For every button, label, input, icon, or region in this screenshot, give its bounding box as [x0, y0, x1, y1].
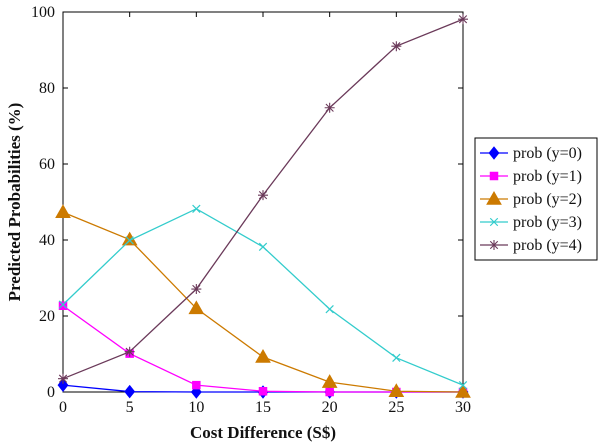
data-point: [58, 301, 68, 310]
data-point: [458, 380, 468, 390]
data-point: [321, 374, 338, 388]
legend-label: prob (y=4): [513, 237, 582, 254]
data-point: [324, 102, 335, 113]
series-4: [58, 14, 468, 384]
legend-item: prob (y=1): [480, 168, 582, 185]
series-layer: [55, 14, 471, 399]
legend-marker: [489, 171, 499, 181]
x-axis-label: Cost Difference (S$): [190, 423, 336, 442]
x-tick-label: 0: [59, 399, 67, 416]
data-point: [325, 387, 334, 397]
data-point: [58, 373, 68, 384]
legend-marker: [488, 146, 500, 160]
y-tick-label: 60: [39, 156, 55, 173]
data-point: [391, 41, 402, 52]
y-axis-label: Predicted Probabilities (%): [5, 103, 24, 302]
data-point: [124, 384, 136, 399]
data-point: [258, 242, 268, 252]
legend-item: prob (y=4): [480, 237, 582, 254]
y-tick-label: 20: [39, 308, 55, 325]
data-point: [192, 380, 201, 390]
x-tick-label: 15: [255, 399, 271, 416]
data-point: [57, 378, 69, 392]
data-point: [392, 353, 401, 362]
x-tick-label: 5: [126, 399, 134, 416]
data-point: [188, 300, 205, 315]
legend-item: prob (y=3): [480, 214, 582, 231]
data-point: [58, 300, 68, 309]
legend-label: prob (y=1): [513, 168, 582, 185]
y-tick-label: 100: [31, 4, 55, 21]
data-point: [325, 304, 334, 314]
legend-label: prob (y=3): [513, 214, 582, 231]
y-tick-label: 80: [39, 80, 55, 97]
data-point: [124, 346, 135, 357]
data-point: [258, 190, 268, 201]
data-point: [192, 204, 201, 214]
data-point: [55, 204, 71, 219]
data-point: [388, 383, 405, 397]
data-point: [458, 14, 468, 25]
data-point: [191, 284, 202, 295]
x-tick-label: 25: [388, 399, 404, 416]
legend-marker: [489, 217, 499, 227]
legend-label: prob (y=0): [513, 145, 582, 162]
plot-area: [62, 11, 464, 393]
legend-label: prob (y=2): [513, 191, 582, 208]
legend-item: prob (y=0): [480, 145, 582, 162]
series-3: [58, 204, 468, 390]
data-point: [255, 349, 271, 363]
legend-marker: [486, 190, 502, 205]
x-tick-label: 30: [455, 399, 471, 416]
data-point: [125, 236, 134, 245]
legend: prob (y=0) prob (y=1) prob (y=2) prob (y=3)…: [474, 137, 598, 261]
x-tick-label: 20: [322, 399, 338, 416]
data-point: [455, 383, 471, 398]
legend-item: prob (y=2): [480, 190, 582, 208]
y-tick-label: 0: [47, 384, 55, 401]
x-tick-label: 10: [188, 399, 204, 416]
data-point: [258, 386, 268, 396]
legend-marker: [489, 240, 499, 250]
y-tick-label: 40: [39, 232, 55, 249]
